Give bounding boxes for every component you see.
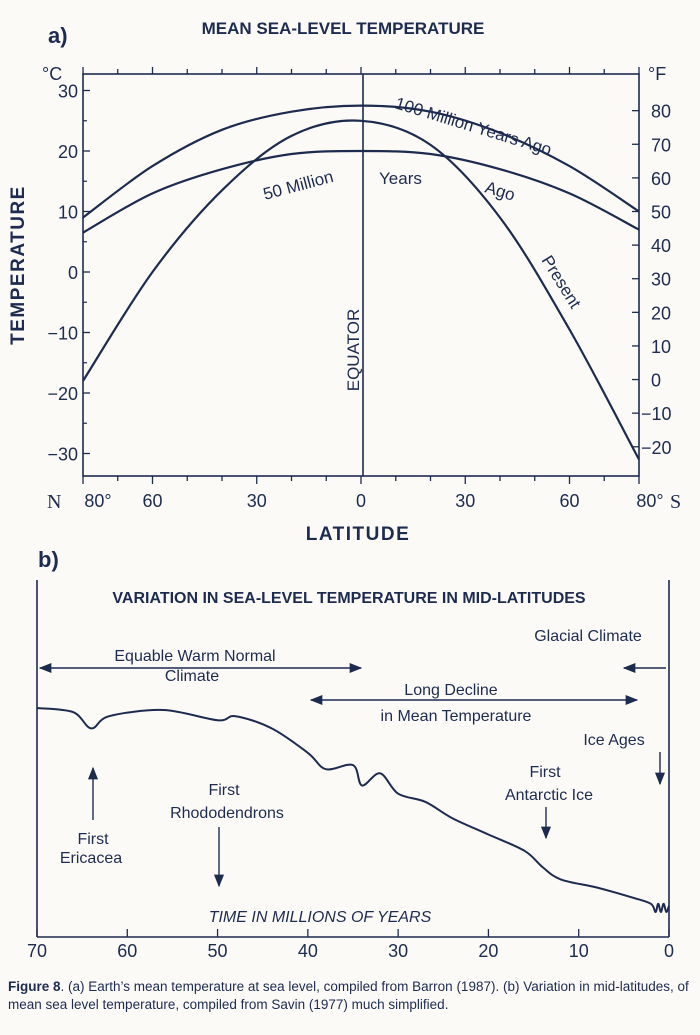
x-axis-label-a: LATITUDE	[306, 524, 411, 545]
annot-decline-2: in Mean Temperature	[381, 708, 532, 725]
figure-caption: Figure 8. (a) Earth’s mean temperature a…	[8, 978, 692, 1014]
x-tick-labels-a: 80° 60 30 0 30 60 80°	[84, 491, 663, 511]
series-100mya-line	[82, 104, 640, 219]
x-axis-label-b: TIME IN MILLIONS OF YEARS	[209, 909, 432, 926]
series-group-a	[82, 104, 640, 461]
caption-text: . (a) Earth’s mean temperature at sea le…	[8, 979, 689, 1012]
y-ticks-left: 30 20 10 0 −10 −20 −30	[47, 82, 90, 465]
annot-erica-1: First	[77, 831, 109, 848]
x-tick-label-b: 70	[27, 941, 47, 961]
x-letter-south: S	[670, 491, 681, 513]
x-tick-label-b: 0	[664, 941, 674, 961]
x-tick-labels-b: 70 60 50 40 30 20 10 0	[27, 941, 674, 961]
y-axis-label: TEMPERATURE	[8, 185, 29, 345]
annot-equable-2: Climate	[165, 668, 219, 685]
y-tick-label-left: −30	[47, 445, 78, 465]
caption-label: Figure 8	[8, 979, 61, 994]
y-tick-label-right: 20	[651, 303, 671, 323]
y-tick-label-right: 10	[651, 337, 671, 357]
y-tick-label-right: −10	[641, 404, 672, 424]
x-tick-label: 60	[559, 491, 579, 511]
y-tick-label-right: −20	[641, 438, 672, 458]
annot-equable-1: Equable Warm Normal	[114, 648, 275, 665]
equator-label: EQUATOR	[344, 309, 363, 392]
y-tick-label-left: 30	[58, 82, 78, 102]
y-tick-label-right: 30	[651, 270, 671, 290]
x-tick-label: 80°	[84, 491, 111, 511]
label-present: Present	[538, 252, 585, 312]
y-tick-label-right: 70	[651, 135, 671, 155]
y-tick-label-left: −10	[47, 324, 78, 344]
series-present-line	[82, 119, 640, 461]
y-tick-label-left: 0	[68, 263, 78, 283]
annot-erica-2: Ericacea	[60, 850, 122, 867]
y-tick-label-left: 10	[58, 203, 78, 223]
y-tick-label-right: 80	[651, 102, 671, 122]
series-midlatitude-temperature-line	[36, 707, 670, 914]
x-tick-label: 30	[455, 491, 475, 511]
label-100mya: 100 Million Years Ago	[393, 94, 554, 160]
annot-decline-1: Long Decline	[404, 682, 498, 699]
x-tick-label: 80°	[636, 491, 663, 511]
series-50mya-line	[82, 149, 640, 234]
y-tick-label-right: 0	[651, 371, 661, 391]
label-50mya-b: Years	[379, 169, 422, 188]
x-tick-label-b: 60	[117, 941, 137, 961]
annot-rhodo-1: First	[208, 782, 240, 799]
y-tick-label-left: −20	[47, 384, 78, 404]
x-tick-label: 0	[356, 491, 366, 511]
x-ticks-a	[82, 67, 640, 484]
chart-b-title: VARIATION IN SEA-LEVEL TEMPERATURE IN MI…	[112, 590, 586, 607]
panel-b-label: b)	[38, 547, 59, 572]
annot-rhodo-2: Rhododendrons	[170, 805, 284, 822]
x-ticks-b	[36, 929, 670, 937]
x-tick-label: 30	[247, 491, 267, 511]
y-tick-label-right: 40	[651, 236, 671, 256]
x-tick-label-b: 50	[208, 941, 228, 961]
x-letter-north: N	[47, 491, 61, 513]
unit-celsius: °C	[42, 64, 62, 84]
x-tick-label: 60	[142, 491, 162, 511]
x-tick-label-b: 30	[388, 941, 408, 961]
annot-antarctic-1: First	[529, 764, 561, 781]
panel-a-label: a)	[48, 23, 68, 48]
series-group-b	[36, 707, 670, 914]
annot-antarctic-2: Antarctic Ice	[505, 787, 593, 804]
unit-fahrenheit: °F	[648, 64, 666, 84]
x-tick-label-b: 10	[569, 941, 589, 961]
figure-svg: a) MEAN SEA-LEVEL TEMPERATURE °C °F TEMP…	[8, 19, 681, 961]
x-tick-label-b: 40	[298, 941, 318, 961]
label-50mya-a: 50 Million	[261, 167, 335, 204]
x-tick-label-b: 20	[478, 941, 498, 961]
annot-glacial: Glacial Climate	[534, 628, 642, 645]
y-tick-label-right: 60	[651, 169, 671, 189]
y-tick-label-right: 50	[651, 203, 671, 223]
chart-a-title: MEAN SEA-LEVEL TEMPERATURE	[202, 19, 485, 38]
y-tick-label-left: 20	[58, 142, 78, 162]
annot-ice-ages: Ice Ages	[583, 732, 644, 749]
y-ticks-right: 80 70 60 50 40 30 20 10 0 −10 −20	[632, 102, 672, 458]
